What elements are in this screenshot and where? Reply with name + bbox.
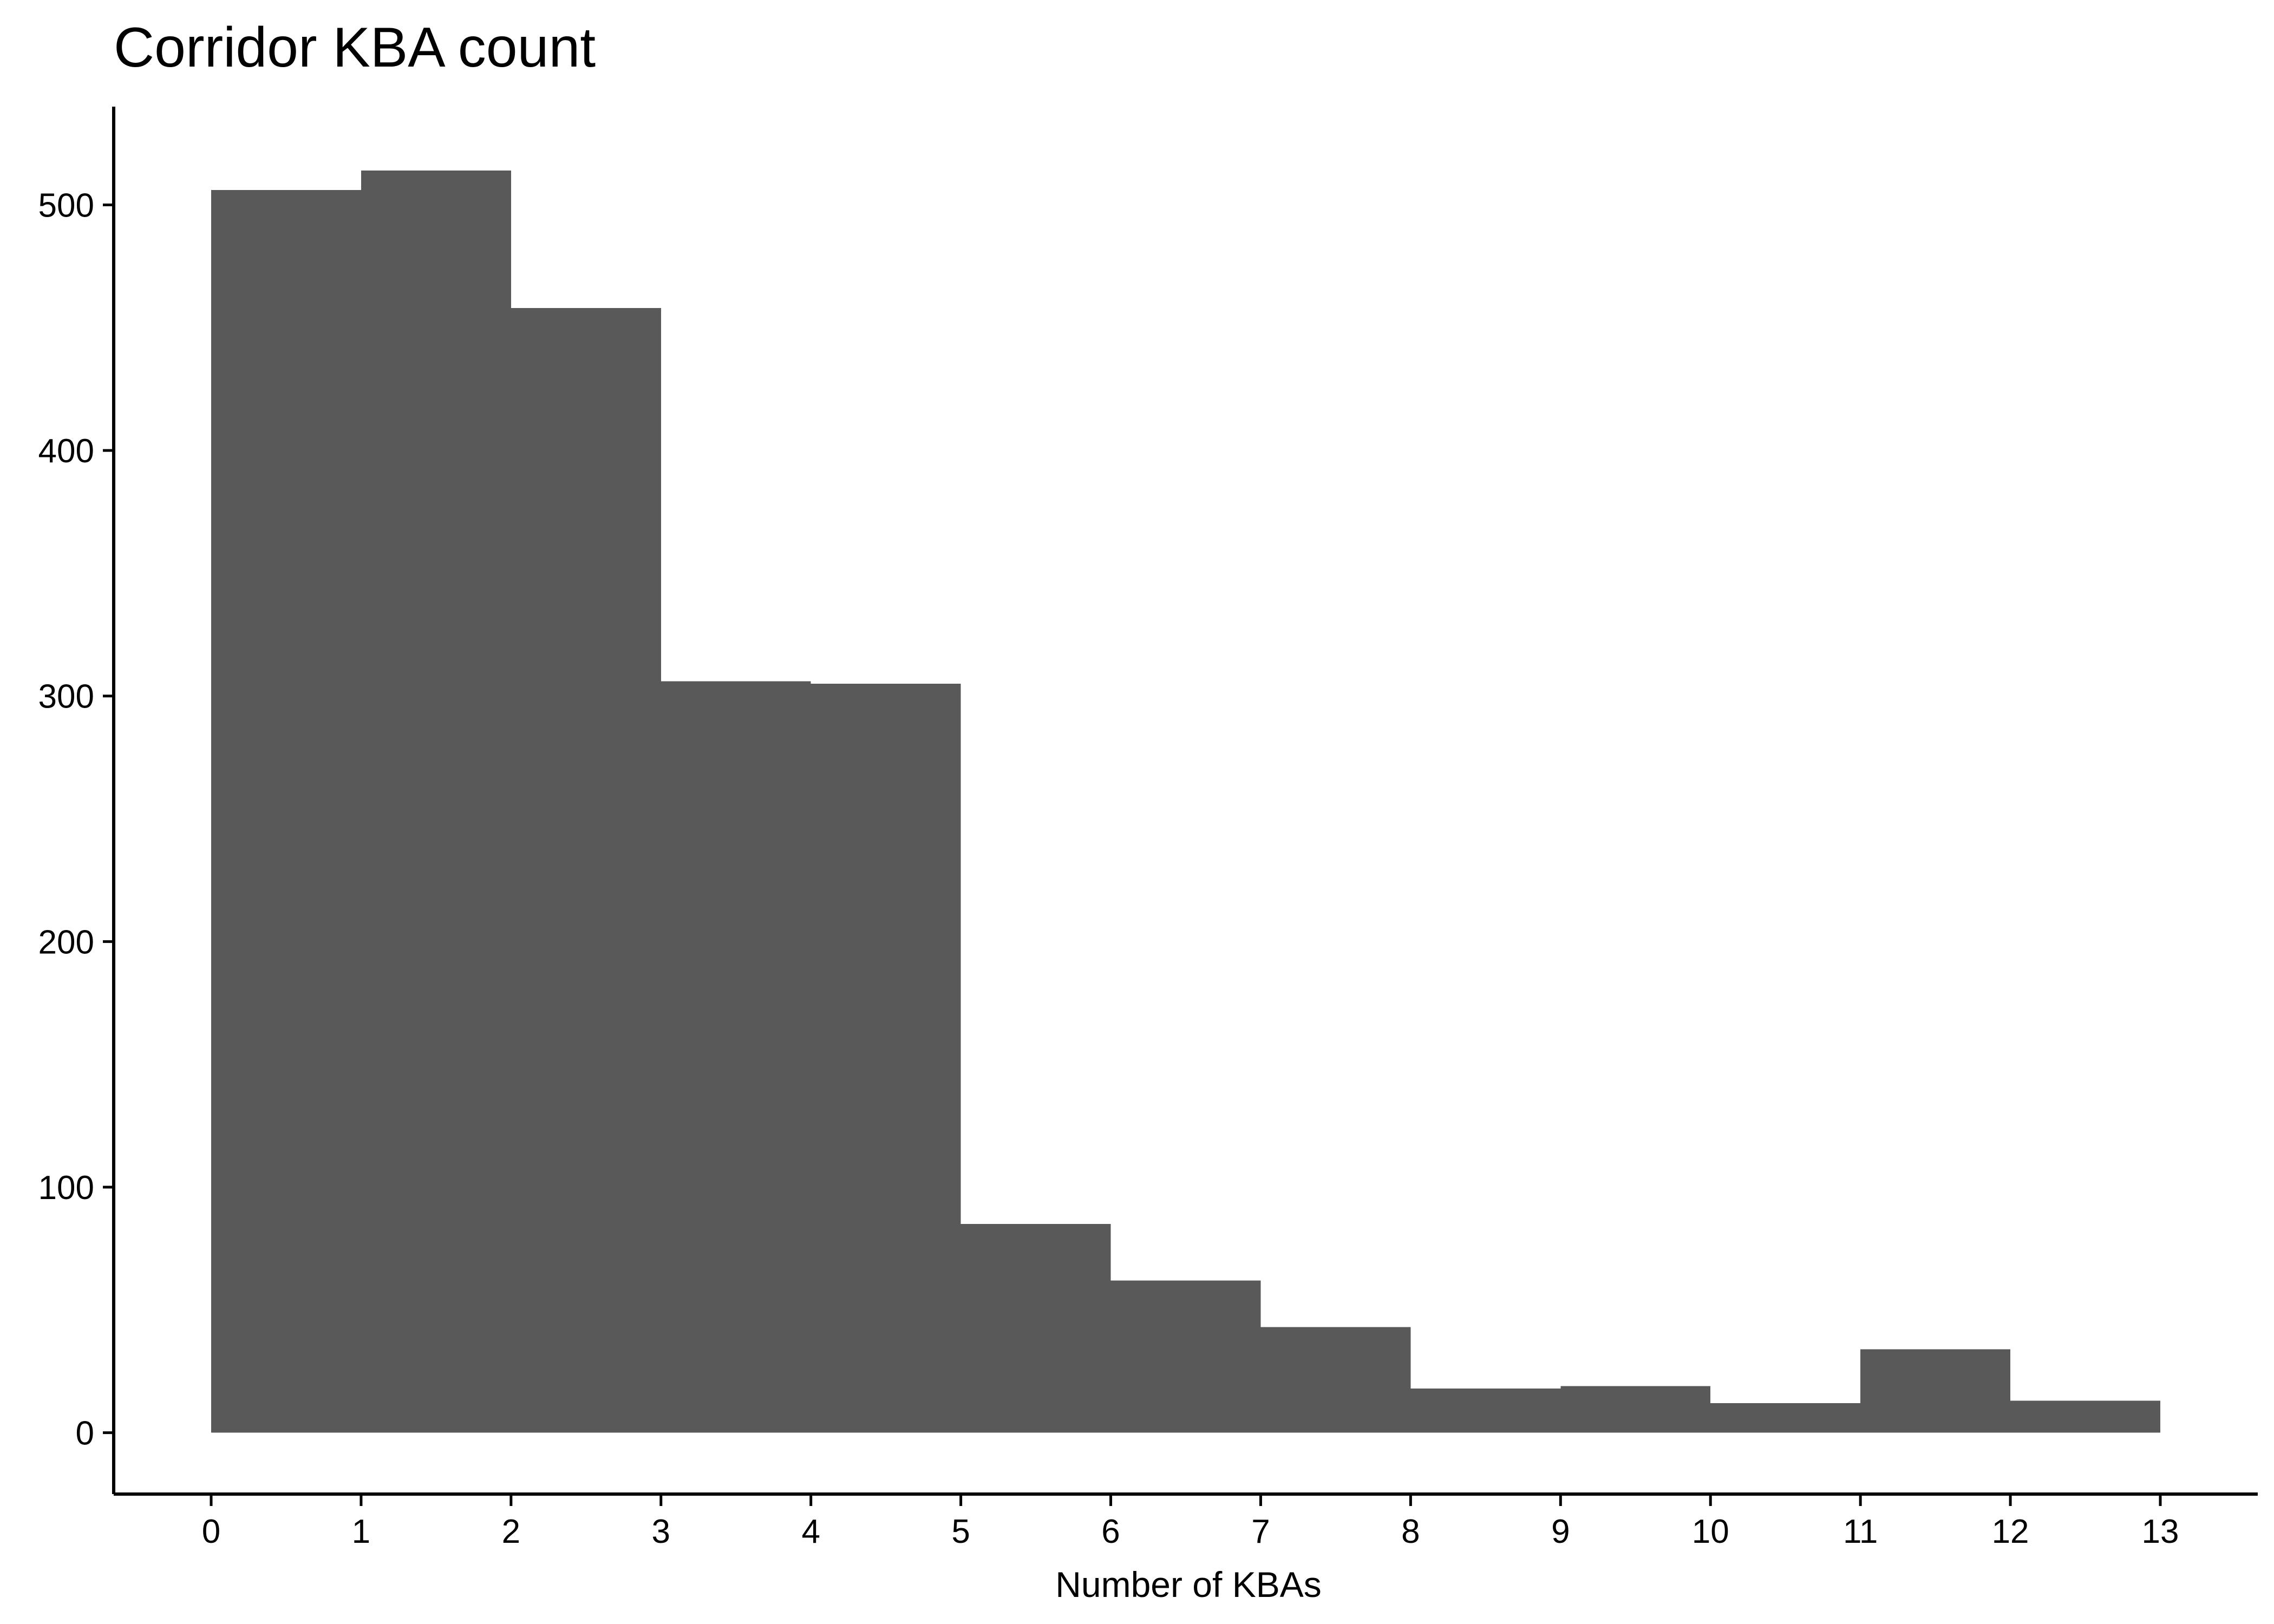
x-tick-label: 1 (352, 1513, 370, 1550)
histogram-bar-6-7 (1110, 1280, 1261, 1433)
x-tick-label: 7 (1251, 1513, 1270, 1550)
y-axis-ticks: 0 100 200 300 400 500 (38, 187, 114, 1452)
x-tick-label: 9 (1551, 1513, 1570, 1550)
histogram-bar-8-9 (1410, 1388, 1561, 1433)
axes-layer (112, 107, 2258, 1496)
x-tick-label: 0 (202, 1513, 220, 1550)
x-tick-label: 5 (951, 1513, 970, 1550)
x-tick-label: 3 (652, 1513, 670, 1550)
histogram-bar-9-10 (1560, 1386, 1711, 1433)
histogram-bar-4-5 (811, 684, 961, 1433)
y-tick-label: 200 (38, 924, 94, 961)
histogram-bar-12-13 (2010, 1400, 2160, 1433)
chart-title: Corridor KBA count (114, 16, 596, 79)
histogram-bar-5-6 (960, 1224, 1111, 1433)
histogram-bar-3-4 (661, 681, 811, 1433)
histogram-bar-7-8 (1260, 1327, 1411, 1433)
y-tick-label: 300 (38, 678, 94, 716)
histogram-bar-0-1 (211, 190, 361, 1433)
x-tick-label: 8 (1401, 1513, 1420, 1550)
histogram-bar-2-3 (511, 307, 661, 1433)
histogram-bar-11-12 (1860, 1349, 2011, 1433)
y-tick-label: 0 (76, 1415, 94, 1452)
x-tick-label: 11 (1843, 1513, 1878, 1550)
y-tick-label: 500 (38, 187, 94, 224)
x-tick-label: 6 (1101, 1513, 1120, 1550)
x-tick-label: 13 (2142, 1513, 2179, 1550)
x-tick-label: 4 (801, 1513, 820, 1550)
x-axis-ticks: 0 1 2 3 4 5 6 7 8 9 10 11 12 13 (202, 1494, 2179, 1550)
histogram-bar-1-2 (361, 170, 511, 1433)
x-tick-label: 10 (1692, 1513, 1729, 1550)
histogram-bar-10-11 (1710, 1403, 1861, 1433)
bars-layer (211, 170, 2160, 1433)
x-tick-label: 2 (502, 1513, 520, 1550)
y-tick-label: 400 (38, 433, 94, 470)
x-tick-label: 12 (1992, 1513, 2029, 1550)
x-axis-label: Number of KBAs (1055, 1564, 1322, 1605)
y-tick-label: 100 (38, 1169, 94, 1207)
